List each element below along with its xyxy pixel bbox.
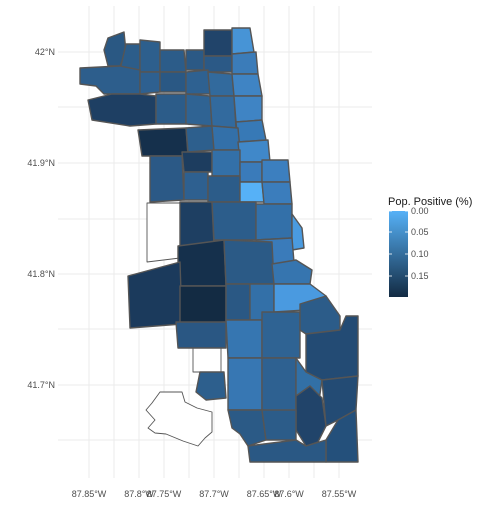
legend-colorbar-ticks <box>389 210 408 277</box>
region <box>179 285 227 325</box>
region <box>271 259 313 285</box>
x-tick-label: 87.85°W <box>72 489 107 499</box>
region <box>231 51 259 75</box>
legend-tick-label: 0.00 <box>411 206 429 216</box>
axis-labels: 87.85°W 87.8°W 87.75°W 87.7°W 87.65°W 87… <box>27 47 356 499</box>
region <box>137 127 189 157</box>
region <box>185 49 205 71</box>
region <box>261 159 291 183</box>
legend-tick-label: 0.10 <box>411 249 429 259</box>
region <box>261 409 297 441</box>
region <box>181 151 213 173</box>
region <box>325 409 359 463</box>
region <box>235 119 267 143</box>
region <box>177 239 227 287</box>
region <box>231 73 263 97</box>
y-tick-label: 41.9°N <box>27 158 55 168</box>
region <box>211 201 257 241</box>
region <box>185 93 213 127</box>
x-tick-label: 87.55°W <box>322 489 357 499</box>
region <box>247 439 327 463</box>
legend-colorbar <box>389 211 408 297</box>
legend-tick-label: 0.15 <box>411 271 429 281</box>
region <box>295 385 327 447</box>
community-areas <box>79 27 359 463</box>
region <box>231 27 255 55</box>
region <box>227 409 267 447</box>
region <box>155 93 187 125</box>
legend: Pop. Positive (%) 0.00 0.05 0.10 0.15 <box>388 196 472 297</box>
region <box>139 39 161 73</box>
y-tick-label: 41.7°N <box>27 380 55 390</box>
x-tick-label: 87.65°W <box>247 489 282 499</box>
region <box>211 125 241 151</box>
region <box>207 175 241 203</box>
region <box>203 29 233 57</box>
region-no-data <box>146 202 181 263</box>
region <box>209 95 237 129</box>
region <box>175 321 227 349</box>
x-tick-label: 87.6°W <box>274 489 304 499</box>
region <box>159 49 187 73</box>
region <box>195 371 227 401</box>
y-tick-label: 41.8°N <box>27 269 55 279</box>
legend-tick-label: 0.05 <box>411 227 429 237</box>
region <box>87 93 157 127</box>
region <box>239 161 263 183</box>
legend-title: Pop. Positive (%) <box>388 196 472 208</box>
region <box>211 149 241 177</box>
region <box>239 181 265 203</box>
region <box>159 71 187 93</box>
region <box>261 181 293 205</box>
region-no-data <box>192 346 222 373</box>
region <box>179 201 215 247</box>
region <box>127 261 183 329</box>
region <box>183 171 209 201</box>
region <box>299 295 341 335</box>
region <box>233 95 263 123</box>
region <box>225 319 263 359</box>
region <box>225 283 251 321</box>
region <box>261 311 301 359</box>
x-tick-label: 87.7°W <box>199 489 229 499</box>
region-no-data <box>145 391 213 447</box>
region <box>227 357 263 411</box>
x-tick-label: 87.75°W <box>147 489 182 499</box>
y-tick-label: 42°N <box>35 47 55 57</box>
region <box>261 357 297 413</box>
region <box>223 239 275 285</box>
region <box>185 125 215 153</box>
x-tick-label: 87.8°W <box>124 489 154 499</box>
region <box>237 139 271 163</box>
region <box>255 203 293 241</box>
region <box>207 71 235 97</box>
region <box>149 155 185 203</box>
region <box>139 71 161 95</box>
region <box>185 69 211 95</box>
